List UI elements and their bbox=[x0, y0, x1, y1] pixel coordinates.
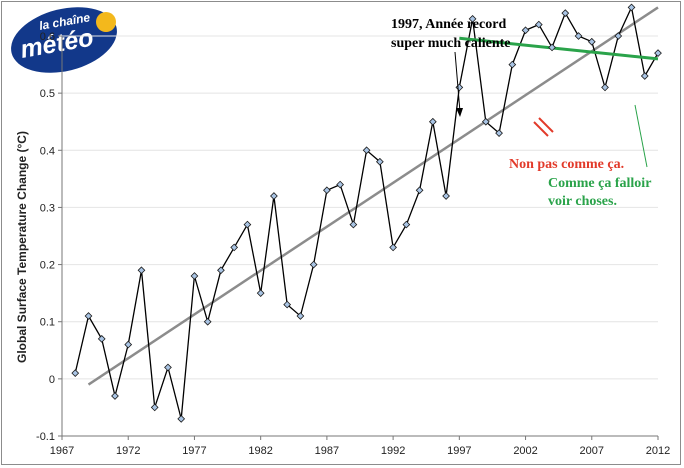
sun-icon bbox=[96, 12, 116, 32]
logo: la chaîne météo bbox=[11, 7, 117, 73]
green-pointer bbox=[634, 104, 648, 168]
data-point bbox=[97, 334, 106, 343]
x-tick-label: 1992 bbox=[381, 445, 405, 457]
data-point bbox=[495, 129, 503, 138]
x-tick-label: 1977 bbox=[182, 445, 206, 457]
axes bbox=[58, 35, 659, 440]
series-line bbox=[74, 5, 659, 420]
data-point bbox=[150, 403, 159, 412]
data-point bbox=[137, 266, 146, 275]
data-point bbox=[534, 20, 543, 29]
annotation-right-1: Comme ça falloir bbox=[548, 176, 651, 191]
data-point bbox=[230, 243, 239, 252]
data-point bbox=[124, 340, 133, 349]
y-tick-label: 0.5 bbox=[40, 88, 55, 100]
data-point bbox=[402, 220, 411, 229]
data-point bbox=[468, 14, 477, 23]
data-point bbox=[71, 369, 80, 378]
y-tick-label: 0.3 bbox=[40, 202, 55, 214]
y-tick-label: 0.4 bbox=[40, 145, 55, 157]
data-point bbox=[415, 186, 424, 195]
cross-mark-1 bbox=[533, 121, 549, 137]
y-tick-label: 0.6 bbox=[40, 31, 55, 43]
x-tick-label: 2012 bbox=[646, 445, 670, 457]
data-point bbox=[177, 414, 186, 423]
annotation-pointer bbox=[454, 51, 461, 113]
x-tick-labels: 1967 1972 1977 1982 1987 1992 1997 2002 2007 2012 bbox=[50, 445, 670, 457]
data-point bbox=[614, 32, 623, 40]
annotation-wrong: Non pas comme ça. bbox=[509, 157, 624, 172]
data-point bbox=[217, 266, 225, 275]
data-point bbox=[203, 317, 212, 326]
x-tick-label: 2007 bbox=[580, 445, 604, 457]
x-tick-label: 1982 bbox=[248, 445, 272, 457]
data-point bbox=[561, 9, 570, 18]
data-point bbox=[640, 72, 649, 80]
x-tick-label: 1997 bbox=[447, 445, 471, 457]
flat-trend-line bbox=[459, 36, 659, 61]
data-point bbox=[376, 157, 384, 166]
data-point bbox=[164, 363, 172, 372]
annotation-record-year: 1997, Année record bbox=[391, 17, 506, 32]
x-tick-label: 1972 bbox=[116, 445, 140, 457]
annotations: 1997, Année record super much caliente N… bbox=[391, 17, 651, 209]
data-point bbox=[256, 289, 265, 298]
annotation-right-2: voir choses. bbox=[548, 194, 617, 209]
data-point bbox=[521, 26, 530, 35]
x-tick-label: 2002 bbox=[513, 445, 537, 457]
data-point bbox=[389, 243, 397, 252]
data-point bbox=[508, 60, 517, 69]
data-point bbox=[574, 32, 583, 40]
data-point bbox=[296, 312, 305, 320]
data-point bbox=[654, 49, 662, 58]
data-point bbox=[111, 392, 119, 400]
y-gridlines bbox=[62, 35, 658, 380]
y-axis-label: Global Surface Temperature Change (°C) bbox=[15, 131, 29, 363]
data-point bbox=[587, 37, 596, 46]
y-tick-label: 0 bbox=[49, 374, 55, 386]
cross-mark-2 bbox=[538, 117, 554, 133]
data-point bbox=[428, 117, 437, 126]
data-point bbox=[362, 146, 371, 155]
logo-badge bbox=[11, 7, 117, 73]
data-point bbox=[627, 3, 636, 12]
data-point bbox=[455, 83, 464, 92]
data-point bbox=[481, 117, 490, 126]
data-point bbox=[601, 83, 609, 92]
x-tick-label: 1967 bbox=[50, 445, 74, 457]
data-point bbox=[442, 192, 450, 200]
data-point bbox=[283, 300, 292, 309]
y-tick-label: -0.1 bbox=[36, 431, 55, 443]
x-tick-label: 1987 bbox=[315, 445, 339, 457]
data-point bbox=[336, 180, 344, 189]
series-lines bbox=[74, 5, 659, 420]
pointer-arrowhead bbox=[456, 108, 463, 117]
data-point bbox=[349, 220, 358, 229]
data-point bbox=[270, 192, 278, 200]
data-point bbox=[548, 43, 556, 52]
data-point bbox=[243, 220, 252, 229]
y-tick-label: 0.2 bbox=[40, 260, 55, 272]
trend-line bbox=[87, 6, 659, 386]
y-tick-labels: -0.1 0 0.1 0.2 0.3 0.4 0.5 0.6 bbox=[36, 31, 55, 443]
y-tick-label: 0.1 bbox=[40, 317, 55, 329]
data-point bbox=[190, 272, 199, 280]
data-points bbox=[71, 3, 662, 423]
annotation-record-caption: super much caliente bbox=[391, 36, 511, 51]
data-point bbox=[84, 312, 93, 320]
data-point bbox=[309, 260, 318, 269]
data-point bbox=[323, 186, 331, 195]
